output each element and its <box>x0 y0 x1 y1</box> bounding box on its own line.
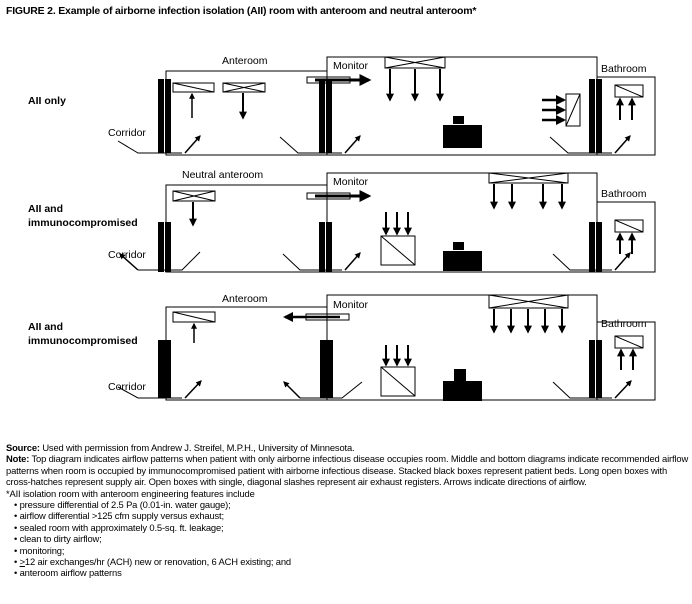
corridor-label: Corridor <box>108 127 146 139</box>
exhaust-register-icon <box>380 366 416 397</box>
list-item: anteroom airflow patterns <box>14 567 690 578</box>
supply-air-icon <box>488 172 569 184</box>
patient-bed-icon <box>443 116 482 148</box>
supply-air-icon <box>172 190 216 202</box>
exhaust-register-icon <box>565 93 581 127</box>
exhaust-register-icon <box>172 311 216 323</box>
list-item: pressure differential of 2.5 Pa (0.01-in… <box>14 499 690 510</box>
row-label: immunocompromised <box>28 217 138 229</box>
bathroom-label: Bathroom <box>601 318 647 330</box>
corridor-label: Corridor <box>108 249 146 261</box>
anteroom-label: Anteroom <box>222 293 268 305</box>
airflow-diagrams: AII only Anteroom Monitor Bathroom Corri… <box>28 55 656 401</box>
diagram-aii-immunocompromised-neutral <box>119 172 656 273</box>
supply-air-icon <box>488 294 569 309</box>
list-item: >12 air exchanges/hr (ACH) new or renova… <box>14 556 690 567</box>
bathroom-label: Bathroom <box>601 188 647 200</box>
features-list: pressure differential of 2.5 Pa (0.01-in… <box>6 499 690 579</box>
list-item: clean to dirty airflow; <box>14 533 690 544</box>
door-bars <box>158 79 602 153</box>
corridor-label: Corridor <box>108 381 146 393</box>
monitor-label: Monitor <box>333 60 369 72</box>
list-item: airflow differential >125 cfm supply ver… <box>14 510 690 521</box>
exhaust-register-icon <box>380 235 416 266</box>
bathroom-wall <box>596 76 656 156</box>
source-line: Source: Used with permission from Andrew… <box>6 442 355 453</box>
corridor-line <box>117 140 182 154</box>
anteroom-label: Neutral anteroom <box>182 169 263 181</box>
figure-notes: Source: Used with permission from Andrew… <box>6 442 690 579</box>
list-item: sealed room with approximately 0.5-sq. f… <box>14 522 690 533</box>
patient-bed-icon <box>443 242 482 271</box>
diagram-aii-only <box>117 56 656 156</box>
row-label: AII only <box>28 95 66 107</box>
exhaust-register-icon <box>614 219 644 233</box>
exhaust-register-icon <box>614 84 644 98</box>
diagram-aii-immunocompromised-anteroom <box>117 294 656 401</box>
exhaust-register-icon <box>172 82 215 93</box>
footnote: *AII isolation room with anteroom engine… <box>6 487 255 499</box>
monitor-label: Monitor <box>333 299 369 311</box>
row-label: immunocompromised <box>28 335 138 347</box>
row-label: AII and <box>28 321 63 333</box>
figure-title: FIGURE 2. Example of airborne infection … <box>6 5 477 17</box>
list-item: monitoring; <box>14 545 690 556</box>
note-paragraph: Note: Top diagram indicates airflow patt… <box>6 453 689 488</box>
exhaust-register-icon <box>614 335 644 349</box>
bathroom-label: Bathroom <box>601 63 647 75</box>
supply-air-icon <box>222 82 266 93</box>
supply-air-icon <box>384 56 446 69</box>
row-label: AII and <box>28 203 63 215</box>
anteroom-label: Anteroom <box>222 55 268 67</box>
anteroom-wall <box>165 70 328 156</box>
patient-bed-icon <box>443 369 482 401</box>
monitor-label: Monitor <box>333 176 369 188</box>
